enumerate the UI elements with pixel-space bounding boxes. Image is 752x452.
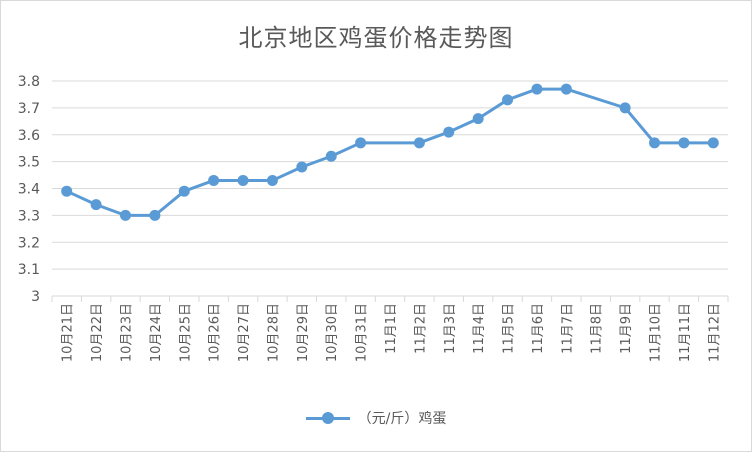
x-tick-label: 10月22日	[90, 303, 105, 362]
y-tick-label: 3.3	[18, 208, 40, 224]
x-tick-label: 10月29日	[296, 303, 311, 362]
legend-swatch	[305, 411, 350, 425]
x-tick-label: 11月10日	[649, 303, 664, 362]
data-point	[413, 137, 425, 149]
data-point	[707, 137, 719, 149]
data-point	[61, 185, 73, 197]
x-tick-label: 11月11日	[678, 303, 693, 362]
legend: （元/斤）鸡蛋	[0, 408, 752, 428]
data-point	[325, 150, 337, 162]
chart-title: 北京地区鸡蛋价格走势图	[238, 24, 514, 52]
x-tick-label: 10月28日	[266, 303, 281, 362]
data-point	[649, 137, 661, 149]
data-point	[149, 209, 161, 221]
x-tick-label: 11月7日	[560, 303, 575, 354]
data-point	[90, 199, 102, 211]
y-tick-label: 3.2	[18, 235, 40, 251]
data-point	[502, 94, 514, 106]
x-tick-label: 11月1日	[384, 303, 399, 354]
x-tick-label: 11月8日	[590, 303, 605, 354]
x-tick-label: 10月30日	[325, 303, 340, 362]
data-point	[355, 137, 367, 149]
data-point	[208, 174, 220, 186]
data-point	[266, 174, 278, 186]
y-tick-label: 3.6	[18, 128, 40, 144]
x-tick-label: 11月12日	[707, 303, 722, 362]
x-tick-label: 10月31日	[355, 303, 370, 362]
x-tick-label: 11月6日	[531, 303, 546, 354]
data-point	[619, 102, 631, 114]
y-tick-label: 3.1	[18, 262, 40, 278]
x-tick-label: 10月23日	[119, 303, 134, 362]
data-point	[678, 137, 690, 149]
x-tick-label: 11月2日	[413, 303, 428, 354]
data-point	[119, 209, 131, 221]
x-tick-label: 11月9日	[619, 303, 634, 354]
x-tick-label: 11月5日	[502, 303, 517, 354]
y-tick-label: 3	[31, 289, 40, 305]
x-tick-label: 10月21日	[61, 303, 76, 362]
y-tick-label: 3.7	[18, 101, 40, 117]
data-point	[237, 174, 249, 186]
data-point	[443, 126, 455, 138]
data-point	[472, 113, 484, 125]
data-point	[560, 83, 572, 95]
x-tick-label: 10月26日	[208, 303, 223, 362]
x-tick-label: 10月25日	[178, 303, 193, 362]
x-tick-label: 11月4日	[472, 303, 487, 354]
y-tick-label: 3.4	[18, 182, 40, 198]
x-tick-label: 11月3日	[443, 303, 458, 354]
legend-label: （元/斤）鸡蛋	[357, 411, 447, 427]
y-tick-label: 3.8	[18, 74, 40, 90]
x-tick-label: 10月27日	[237, 303, 252, 362]
x-tick-label: 10月24日	[149, 303, 164, 362]
y-tick-label: 3.5	[18, 155, 40, 171]
data-point	[531, 83, 543, 95]
data-point	[296, 161, 308, 173]
data-point	[178, 185, 190, 197]
